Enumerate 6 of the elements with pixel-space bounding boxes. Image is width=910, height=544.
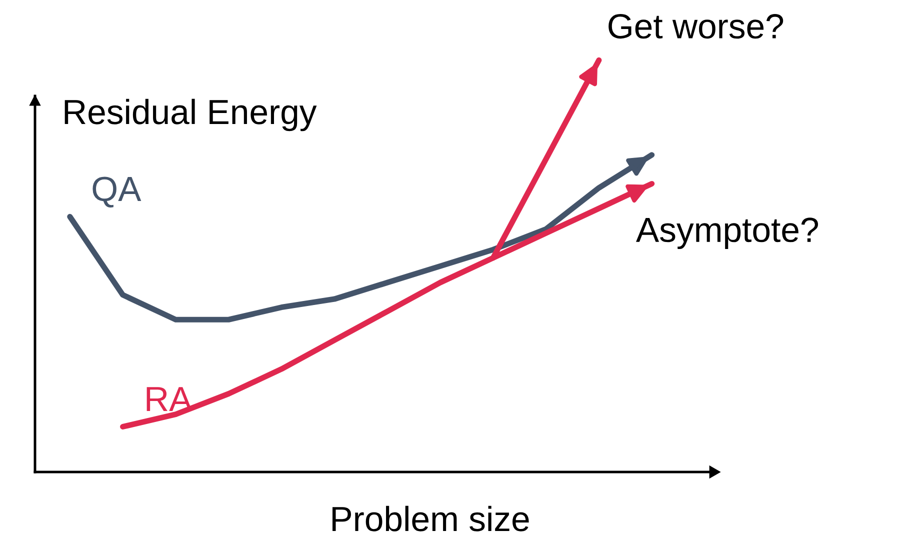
x-axis-title: Problem size bbox=[332, 506, 529, 532]
y-axis-title: Residual Energy bbox=[64, 98, 317, 132]
annotation: Asymptote? bbox=[636, 218, 818, 250]
series-label: RA bbox=[146, 387, 192, 411]
series-label: QA bbox=[92, 176, 142, 208]
series-label: Get worse? bbox=[608, 14, 784, 39]
